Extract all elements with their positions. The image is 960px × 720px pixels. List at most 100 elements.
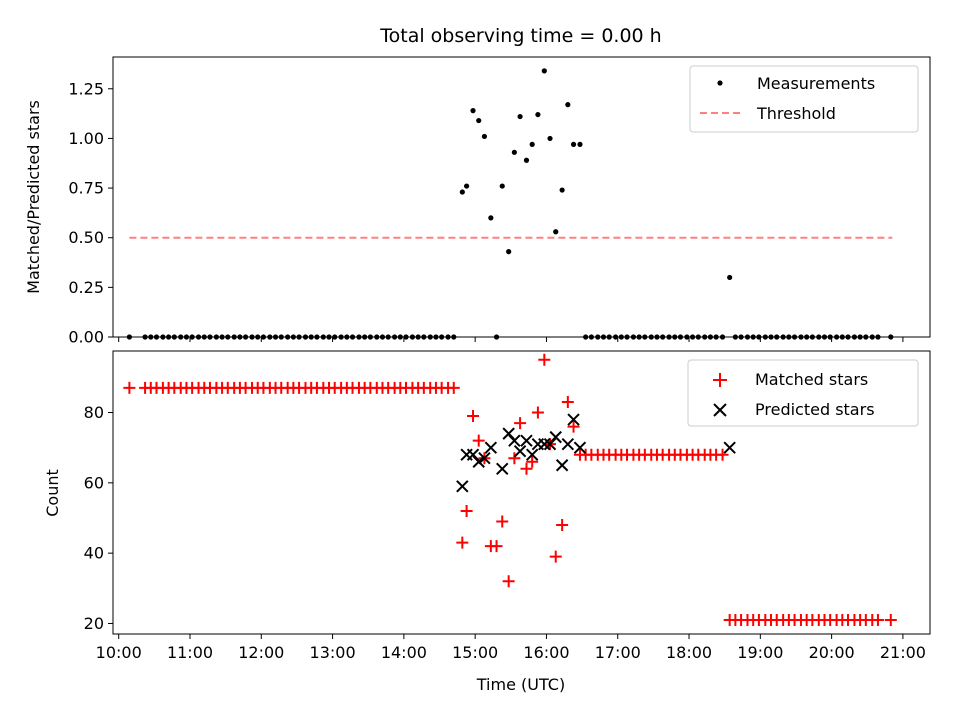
x-tick-label: 16:00 <box>523 643 569 662</box>
x-axis-label: Time (UTC) <box>476 675 565 694</box>
measurements-point <box>481 133 488 140</box>
matched-stars-point <box>549 550 562 563</box>
matched-stars-point <box>447 381 460 394</box>
x-tick-label: 18:00 <box>666 643 712 662</box>
legend-measurements-label: Measurements <box>757 74 875 93</box>
x-tick-label: 15:00 <box>452 643 498 662</box>
predicted-stars-point <box>549 430 562 444</box>
top-axes-frame <box>112 56 931 338</box>
y-tick-label: 20 <box>84 614 104 633</box>
bottom-y-axis-label: Count <box>43 469 62 517</box>
predicted-stars-point <box>538 437 551 451</box>
matched-stars-point <box>490 540 503 553</box>
predicted-stars-point <box>723 441 736 454</box>
x-tick-label: 21:00 <box>880 643 926 662</box>
y-tick-label: 0.75 <box>68 179 104 198</box>
matched-stars-point <box>496 515 509 528</box>
matched-stars-point <box>567 420 580 433</box>
matched-stars-point <box>467 410 480 423</box>
measurements-point <box>577 141 583 147</box>
x-tick-label: 17:00 <box>595 643 641 662</box>
measurements-point <box>553 229 559 235</box>
matched-stars-point <box>502 575 515 588</box>
matched-stars-point <box>472 434 485 447</box>
measurements-point <box>464 183 470 189</box>
top-legend-box <box>689 65 919 133</box>
legend-threshold-label: Threshold <box>756 104 836 123</box>
y-tick-label: 1.25 <box>68 79 104 98</box>
measurements-point <box>535 111 541 118</box>
top-y-axis-label: Matched/Predicted stars <box>24 100 43 294</box>
y-tick-label: 0.50 <box>68 228 104 247</box>
measurements-point <box>541 68 547 74</box>
matched-stars-point <box>460 504 473 517</box>
x-tick-label: 13:00 <box>310 643 356 662</box>
measurements-point <box>727 274 733 281</box>
predicted-stars-point <box>513 444 527 458</box>
x-tick-label: 20:00 <box>809 643 855 662</box>
predicted-stars-point <box>573 441 587 454</box>
predicted-stars-point <box>484 441 498 454</box>
x-tick-label: 19:00 <box>737 643 783 662</box>
y-tick-label: 40 <box>84 544 104 563</box>
y-tick-label: 0.25 <box>68 278 104 297</box>
measurements-point <box>511 149 517 155</box>
measurements-point <box>523 157 530 163</box>
matched-stars-point <box>716 448 729 461</box>
measurements-point <box>499 183 505 189</box>
x-tick-label: 11:00 <box>167 643 213 662</box>
bottom-axes-frame <box>112 350 931 635</box>
legend-matched-label: Matched stars <box>755 370 868 389</box>
predicted-stars-point <box>496 462 509 475</box>
measurements-point <box>559 187 565 193</box>
predicted-stars-point <box>456 480 469 493</box>
y-tick-label: 60 <box>84 473 104 492</box>
matched-stars-point <box>556 519 569 532</box>
x-tick-label: 14:00 <box>381 643 427 662</box>
matched-stars-point <box>514 417 527 430</box>
matched-stars-point <box>456 536 469 549</box>
measurements-point <box>476 117 482 124</box>
predicted-stars-point <box>555 459 569 472</box>
matched-stars-point <box>561 395 574 408</box>
matched-stars-point <box>531 406 544 419</box>
matched-stars-point <box>520 462 533 475</box>
matched-stars-point <box>871 613 884 626</box>
y-tick-label: 1.00 <box>68 129 104 148</box>
legend-measurements-marker <box>717 80 723 86</box>
matched-stars-point <box>526 455 539 468</box>
measurements-point <box>488 215 494 221</box>
y-tick-label: 80 <box>84 403 104 422</box>
predicted-stars-point <box>561 437 575 451</box>
matched-stars-point <box>123 381 136 394</box>
predicted-stars-point <box>472 455 485 468</box>
x-tick-label: 10:00 <box>96 643 142 662</box>
bottom-legend-box <box>687 359 919 427</box>
predicted-stars-point <box>525 448 539 461</box>
chart-title: Total observing time = 0.00 h <box>379 25 661 47</box>
measurements-point <box>529 141 535 147</box>
top-panel: Total observing time = 0.00 h 0.00 0.25 0.… <box>24 25 931 347</box>
matched-stars-point <box>884 613 897 626</box>
legend-predicted-marker <box>713 403 727 417</box>
measurements-point <box>459 189 465 195</box>
bottom-plot-area: 20 40 60 80 10:00 11:00 12:00 13:00 14:00 15:00 16… <box>84 353 926 662</box>
legend-predicted-label: Predicted stars <box>755 400 875 419</box>
y-tick-label: 0.00 <box>68 328 104 347</box>
top-legend: Measurements Threshold <box>689 65 919 133</box>
measurements-point <box>570 141 577 147</box>
bottom-legend: Matched stars Predicted stars <box>687 359 919 427</box>
measurements-point <box>506 249 512 255</box>
predicted-stars-point <box>520 434 533 447</box>
measurements-point <box>565 102 571 108</box>
matched-stars-point <box>538 353 551 366</box>
x-tick-label: 12:00 <box>238 643 284 662</box>
measurements-point <box>517 113 523 120</box>
matched-stars-point <box>508 452 521 465</box>
predicted-stars-point <box>508 434 521 447</box>
bottom-panel: 20 40 60 80 10:00 11:00 12:00 13:00 14:00 15:00 16… <box>43 350 931 694</box>
measurements-point <box>470 108 476 114</box>
measurements-point <box>547 135 553 142</box>
legend-matched-marker <box>713 373 727 387</box>
